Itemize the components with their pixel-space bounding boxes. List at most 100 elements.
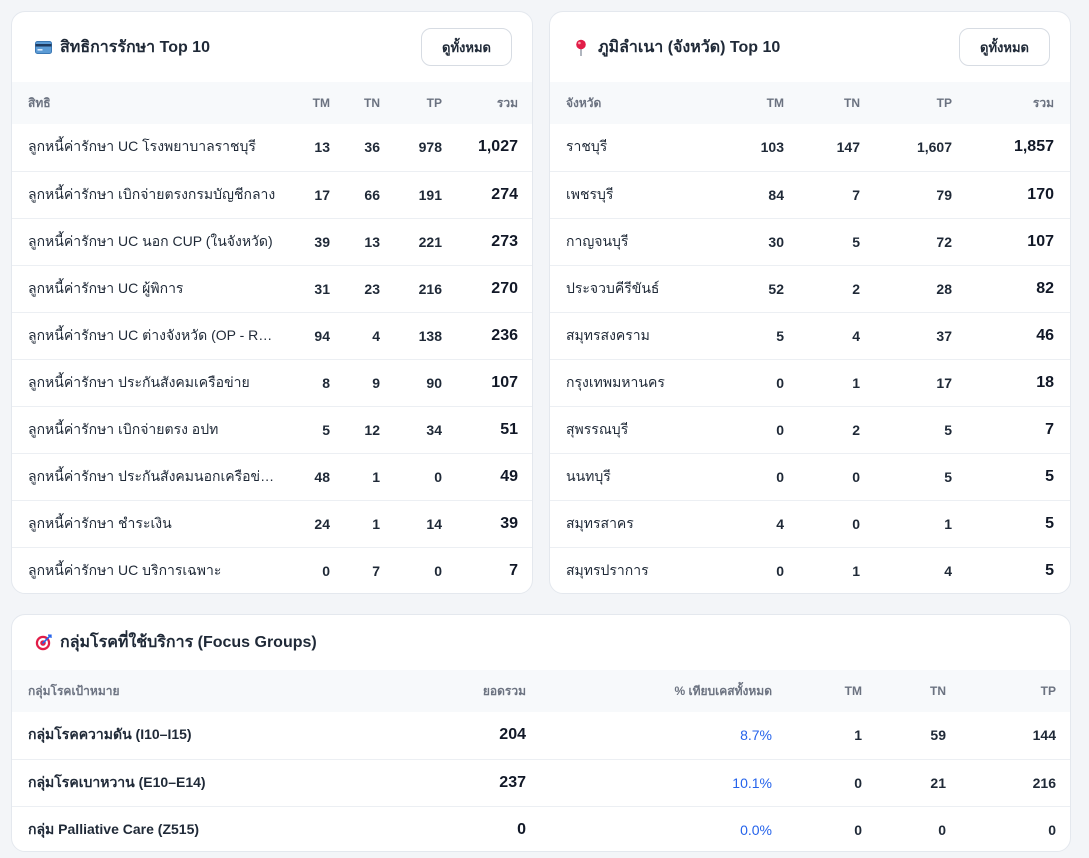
row-total: 204 <box>499 726 526 744</box>
row-name: สมุทรสาคร <box>550 499 724 547</box>
province-view-all-button[interactable]: ดูทั้งหมด <box>959 28 1050 66</box>
rights-card-title: สิทธิการรักษา Top 10 <box>34 35 210 60</box>
row-tp: 216 <box>396 264 458 312</box>
row-tm: 0 <box>724 546 800 593</box>
row-tp: 1,607 <box>916 139 952 156</box>
rights-card-title-text: สิทธิการรักษา Top 10 <box>60 38 210 56</box>
row-tm: 4 <box>724 499 800 547</box>
province-col-name: จังหวัด <box>566 95 602 110</box>
rights-table: สิทธิ TM TN TP รวม ลูกหนี้ค่ารักษา UC โร… <box>12 82 532 593</box>
row-tm: 0 <box>724 358 800 406</box>
table-row[interactable]: กลุ่มโรคความดัน (I10–I15) 204 8.7% 1 59 144 <box>12 712 1070 759</box>
row-total: 7 <box>968 405 1070 453</box>
row-tn: 1 <box>346 499 396 547</box>
table-row[interactable]: กาญจนบุรี 30 5 72 107 <box>550 217 1070 265</box>
table-row[interactable]: ลูกหนี้ค่ารักษา UC ผู้พิการ 31 23 216 270 <box>12 264 532 312</box>
table-row[interactable]: สมุทรสาคร 4 0 1 5 <box>550 499 1070 547</box>
row-total: 170 <box>968 170 1070 218</box>
table-row[interactable]: สมุทรสงคราม 5 4 37 46 <box>550 311 1070 359</box>
row-tn: 1 <box>800 546 876 593</box>
row-tn: 7 <box>800 170 876 218</box>
row-tm: 13 <box>314 139 330 156</box>
table-row[interactable]: กลุ่ม Palliative Care (Z515) 0 0.0% 0 0 0 <box>12 805 1070 851</box>
table-row[interactable]: ลูกหนี้ค่ารักษา ประกันสังคมนอกเครือข่าย 4… <box>12 452 532 500</box>
table-row[interactable]: ลูกหนี้ค่ารักษา UC นอก CUP (ในจังหวัด) 39… <box>12 217 532 265</box>
province-card: ภูมิลำเนา (จังหวัด) Top 10 ดูทั้งหมด จัง… <box>549 11 1071 594</box>
row-tn: 2 <box>800 405 876 453</box>
row-tp: 14 <box>396 499 458 547</box>
row-total: 18 <box>968 358 1070 406</box>
row-total: 237 <box>352 758 542 806</box>
focus-card-title: กลุ่มโรคที่ใช้บริการ (Focus Groups) <box>34 630 317 655</box>
table-row[interactable]: ลูกหนี้ค่ารักษา UC ต่างจังหวัด (OP - Ref… <box>12 311 532 359</box>
table-row[interactable]: ราชบุรี 103 147 1,607 1,857 <box>550 124 1070 171</box>
row-name: สมุทรปราการ <box>550 546 724 593</box>
table-row[interactable]: ประจวบคีรีขันธ์ 52 2 28 82 <box>550 264 1070 312</box>
row-total: 273 <box>458 217 532 265</box>
row-tp: 79 <box>876 170 968 218</box>
row-tm: 31 <box>292 264 346 312</box>
row-tn: 7 <box>346 546 396 593</box>
row-percent: 10.1% <box>542 758 788 806</box>
table-row[interactable]: ลูกหนี้ค่ารักษา ชำระเงิน 24 1 14 39 <box>12 499 532 547</box>
row-tp: 5 <box>876 405 968 453</box>
row-name: กลุ่มโรคเบาหวาน (E10–E14) <box>12 758 352 806</box>
table-row[interactable]: ลูกหนี้ค่ารักษา UC โรงพยาบาลราชบุรี 13 36 9… <box>12 124 532 171</box>
table-row[interactable]: เพชรบุรี 84 7 79 170 <box>550 170 1070 218</box>
table-row[interactable]: กลุ่มโรคเบาหวาน (E10–E14) 237 10.1% 0 21 216 <box>12 758 1070 806</box>
province-card-title-text: ภูมิลำเนา (จังหวัด) Top 10 <box>598 38 781 56</box>
row-tp: 34 <box>396 405 458 453</box>
row-total: 46 <box>968 311 1070 359</box>
table-row[interactable]: สุพรรณบุรี 0 2 5 7 <box>550 405 1070 453</box>
row-total: 5 <box>968 452 1070 500</box>
row-name: สุพรรณบุรี <box>550 405 724 453</box>
row-tp: 0 <box>396 452 458 500</box>
row-name: นนทบุรี <box>550 452 724 500</box>
row-name: ลูกหนี้ค่ารักษา UC ต่างจังหวัด (OP - Ref… <box>12 311 292 359</box>
row-name: สมุทรสงคราม <box>550 311 724 359</box>
row-tm: 39 <box>292 217 346 265</box>
row-percent: 0.0% <box>542 805 788 851</box>
row-tm: 5 <box>724 311 800 359</box>
row-tn: 0 <box>800 499 876 547</box>
row-tn: 0 <box>800 452 876 500</box>
table-row[interactable]: ลูกหนี้ค่ารักษา เบิกจ่ายตรงกรมบัญชีกลาง 1… <box>12 170 532 218</box>
row-tn: 4 <box>346 311 396 359</box>
row-total: 107 <box>458 358 532 406</box>
row-name: ประจวบคีรีขันธ์ <box>550 264 724 312</box>
row-tn: 1 <box>800 358 876 406</box>
focus-col-total: ยอดรวม <box>482 683 526 698</box>
row-tn: 0 <box>878 805 962 851</box>
row-total: 5 <box>968 546 1070 593</box>
rights-card: สิทธิการรักษา Top 10 ดูทั้งหมด สิทธิ TM … <box>11 11 533 594</box>
credit-card-icon <box>34 38 52 56</box>
row-total: 39 <box>458 499 532 547</box>
row-tm: 8 <box>292 358 346 406</box>
row-name: กรุงเทพมหานคร <box>550 358 724 406</box>
row-name: ราชบุรี <box>566 138 608 155</box>
row-tm: 48 <box>292 452 346 500</box>
row-tn: 5 <box>800 217 876 265</box>
row-name: ลูกหนี้ค่ารักษา UC นอก CUP (ในจังหวัด) <box>12 217 292 265</box>
rights-table-body: ลูกหนี้ค่ารักษา UC โรงพยาบาลราชบุรี 13 36 9… <box>12 124 532 593</box>
table-row[interactable]: ลูกหนี้ค่ารักษา ประกันสังคมเครือข่าย 8 9 90… <box>12 358 532 406</box>
map-pin-icon <box>572 38 590 56</box>
row-name: ลูกหนี้ค่ารักษา เบิกจ่ายตรง อปท <box>12 405 292 453</box>
rights-view-all-button[interactable]: ดูทั้งหมด <box>421 28 512 66</box>
row-tn: 66 <box>346 170 396 218</box>
row-total: 274 <box>458 170 532 218</box>
table-row[interactable]: ลูกหนี้ค่ารักษา เบิกจ่ายตรง อปท 5 12 34 51 <box>12 405 532 453</box>
row-tp: 978 <box>418 139 442 156</box>
row-total: 270 <box>458 264 532 312</box>
province-col-tn: TN <box>844 96 860 110</box>
row-tm: 17 <box>292 170 346 218</box>
focus-col-tp: TP <box>1040 684 1056 698</box>
row-name: กลุ่มโรคความดัน (I10–I15) <box>28 726 192 743</box>
table-row[interactable]: สมุทรปราการ 0 1 4 5 <box>550 546 1070 593</box>
row-tn: 4 <box>800 311 876 359</box>
row-tp: 1 <box>876 499 968 547</box>
row-tm: 24 <box>292 499 346 547</box>
table-row[interactable]: นนทบุรี 0 0 5 5 <box>550 452 1070 500</box>
table-row[interactable]: ลูกหนี้ค่ารักษา UC บริการเฉพาะ 0 7 0 7 <box>12 546 532 593</box>
table-row[interactable]: กรุงเทพมหานคร 0 1 17 18 <box>550 358 1070 406</box>
